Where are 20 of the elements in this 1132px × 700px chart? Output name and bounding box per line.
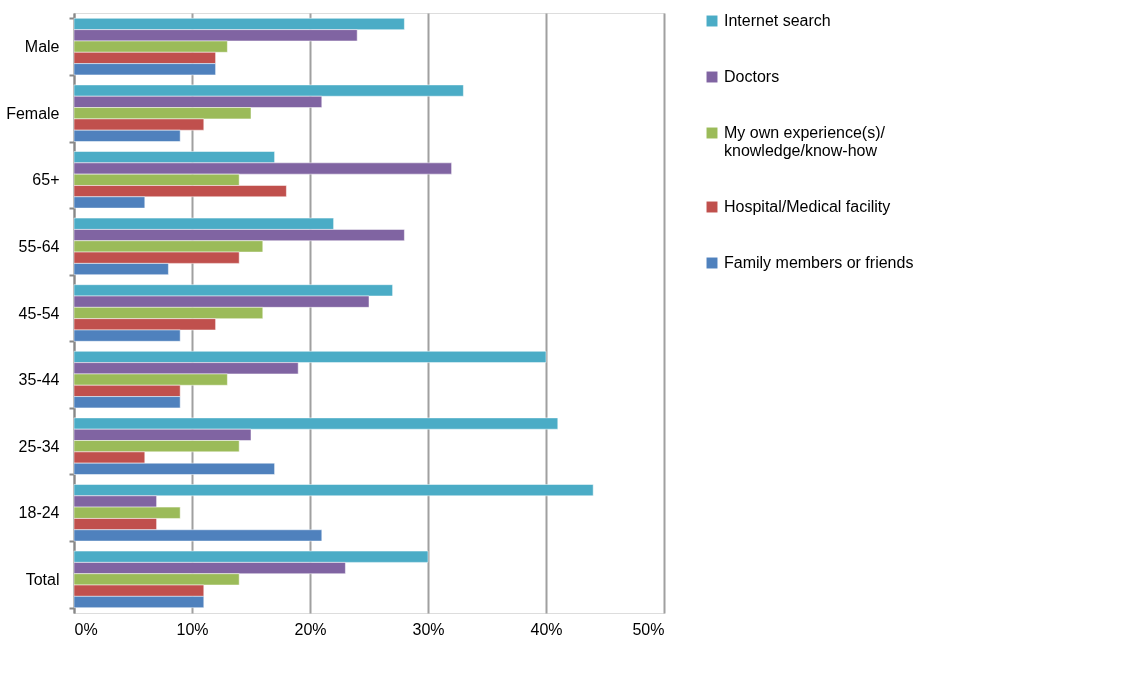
- y-tick-label: 45-54: [18, 304, 60, 322]
- legend-label: Family members or friends: [724, 254, 914, 271]
- legend-label: Hospital/Medical facility: [724, 198, 891, 215]
- y-tick-label: 65+: [32, 171, 60, 189]
- x-tick-label: 50%: [632, 620, 665, 638]
- x-tick-label: 0%: [74, 620, 98, 638]
- y-tick-label: 55-64: [18, 237, 60, 255]
- legend-label: My own experience(s)/ knowledge/know-how: [724, 124, 886, 159]
- legend-label: Internet search: [724, 12, 831, 29]
- y-tick-label: Female: [6, 104, 60, 122]
- legend-label: Doctors: [724, 68, 780, 85]
- x-tick-label: 40%: [530, 620, 563, 638]
- x-tick-label: 20%: [294, 620, 327, 638]
- y-tick-label: 35-44: [18, 371, 60, 389]
- y-tick-label: 25-34: [18, 437, 60, 455]
- y-tick-label: Male: [24, 38, 60, 56]
- y-tick-label: Total: [25, 570, 60, 588]
- x-tick-label: 30%: [412, 620, 445, 638]
- y-tick-label: 18-24: [18, 504, 60, 522]
- x-tick-label: 10%: [176, 620, 209, 638]
